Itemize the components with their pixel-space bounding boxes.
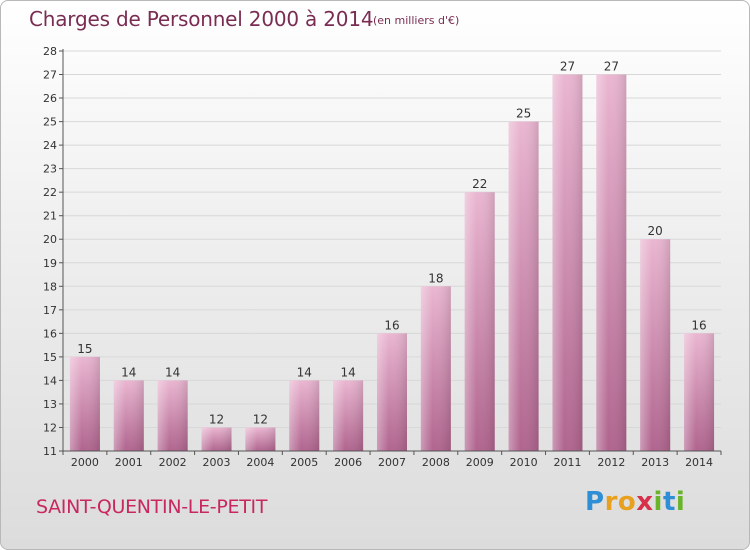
x-tick-label: 2008 [422,456,450,469]
data-label: 12 [253,412,268,426]
logo-letter: x [636,487,654,517]
y-tick-label: 16 [43,327,57,340]
commune-name: SAINT-QUENTIN-LE-PETIT [36,496,268,518]
data-label: 14 [121,365,136,379]
logo-letter: o [617,487,637,517]
y-tick-label: 18 [43,280,57,293]
y-tick-label: 23 [43,163,57,176]
data-label: 25 [516,107,531,121]
data-label: 27 [604,60,619,74]
x-tick-label: 2000 [71,456,99,469]
data-label: 14 [165,365,180,379]
y-tick-label: 15 [43,351,57,364]
data-label: 27 [560,60,575,74]
bar-shade [508,121,539,452]
data-label: 22 [472,177,487,191]
data-label: 16 [691,318,706,332]
y-tick-label: 25 [43,116,57,129]
bar-shade [201,427,232,451]
y-tick-label: 26 [43,92,57,105]
bar-shade [552,74,583,451]
x-tick-label: 2001 [115,456,143,469]
bar-shade [640,239,671,451]
logo-letter: P [585,487,605,517]
data-label: 20 [648,224,663,238]
y-tick-label: 11 [43,445,57,458]
bar-shade [157,380,188,451]
x-tick-label: 2009 [466,456,494,469]
bar-shade [69,356,100,451]
proxiti-logo[interactable]: Proxiti [585,487,685,517]
x-tick-label: 2004 [246,456,274,469]
data-label: 12 [209,412,224,426]
data-label: 18 [428,271,443,285]
y-tick-label: 20 [43,233,57,246]
y-tick-label: 27 [43,69,57,82]
data-label: 16 [384,318,399,332]
data-label: 14 [297,365,312,379]
y-tick-label: 19 [43,257,57,270]
x-tick-label: 2002 [159,456,187,469]
y-tick-label: 14 [43,374,57,387]
x-tick-label: 2012 [597,456,625,469]
data-label: 15 [77,342,92,356]
y-tick-label: 12 [43,421,57,434]
bar-shade [377,333,407,451]
y-tick-label: 17 [43,304,57,317]
chart-unit: (en milliers d'€) [373,14,460,27]
bar-shade [113,380,144,451]
x-tick-label: 2005 [290,456,318,469]
y-tick-label: 13 [43,398,57,411]
x-tick-label: 2007 [378,456,406,469]
x-tick-label: 2006 [334,456,362,469]
logo-letter: i [675,487,686,517]
y-tick-label: 21 [43,210,57,223]
x-tick-label: 2014 [685,456,713,469]
bar-shade [289,380,320,451]
data-label: 14 [340,365,355,379]
logo-letter: r [604,487,618,517]
y-tick-label: 24 [43,139,57,152]
x-tick-label: 2011 [553,456,581,469]
y-tick-label: 22 [43,186,57,199]
bar-shade [245,427,276,451]
logo-letter: i [653,487,663,517]
bar-shade [333,380,364,451]
bar-shade [464,192,495,452]
bar-shade [684,333,715,451]
chart-title: Charges de Personnel 2000 à 2014 [29,7,374,31]
x-tick-label: 2010 [510,456,538,469]
x-tick-label: 2003 [203,456,231,469]
logo-letter: t [662,487,676,517]
bar-shade [420,286,451,451]
x-tick-label: 2013 [641,456,669,469]
bar-shade [596,74,627,451]
y-tick-label: 28 [43,45,57,58]
